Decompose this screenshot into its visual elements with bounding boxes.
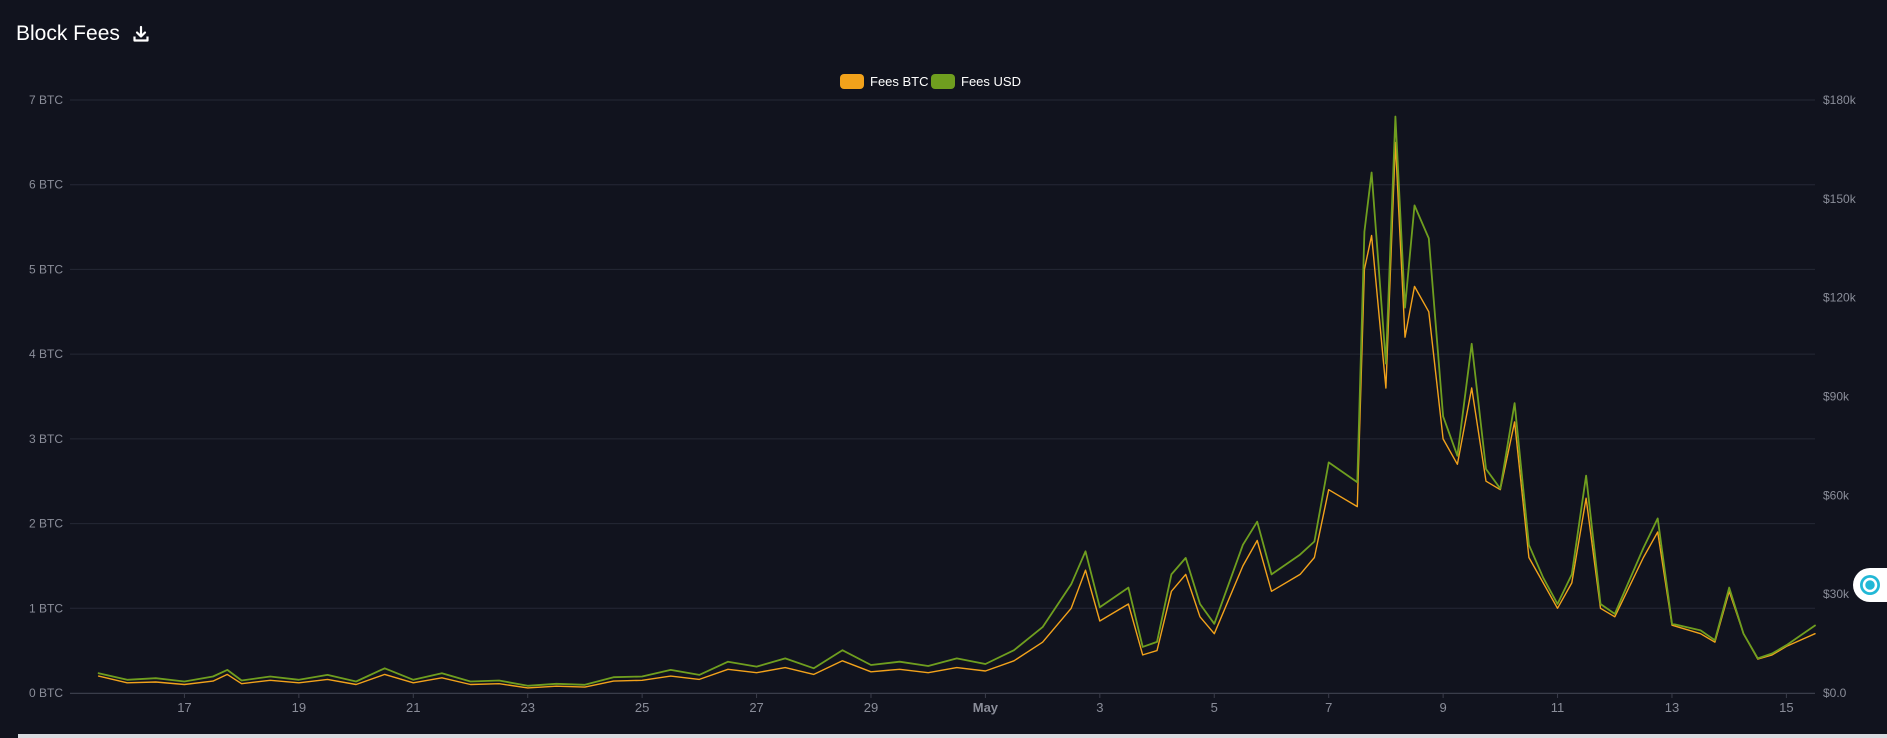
right-y-axis: $0.0 $30k $60k $90k $120k $150k $180k [1823, 93, 1857, 700]
x-tick-label: 25 [635, 700, 649, 715]
x-axis: 17 19 21 23 25 27 29 May 3 5 7 9 11 13 15 [70, 693, 1815, 715]
grid-lines [70, 99, 1815, 694]
right-tick-label: $180k [1823, 93, 1857, 107]
x-tick-label: 7 [1325, 700, 1332, 715]
left-tick-label: 2 BTC [29, 517, 63, 531]
right-tick-label: $90k [1823, 390, 1850, 404]
chart-title: Block Fees [16, 22, 120, 45]
download-icon [133, 25, 149, 42]
x-tick-label: 3 [1096, 700, 1103, 715]
left-tick-label: 0 BTC [29, 686, 63, 700]
x-tick-label: 9 [1439, 700, 1446, 715]
left-tick-label: 7 BTC [29, 93, 63, 107]
left-tick-label: 1 BTC [29, 601, 63, 615]
series-line-fees-btc [97, 141, 1816, 689]
legend-swatch-fees-btc [840, 74, 864, 89]
legend-item-fees-usd[interactable]: Fees USD [931, 74, 1021, 89]
x-tick-label: 13 [1665, 700, 1679, 715]
download-button[interactable] [130, 23, 152, 45]
x-tick-label: 15 [1779, 700, 1793, 715]
left-tick-label: 6 BTC [29, 178, 63, 192]
x-tick-label: 17 [177, 700, 191, 715]
left-y-axis: 0 BTC 1 BTC 2 BTC 3 BTC 4 BTC 5 BTC 6 BTC 7 BTC [29, 93, 63, 700]
chart-legend: Fees BTC Fees USD [840, 74, 1021, 89]
assistant-widget-button[interactable] [1853, 568, 1887, 602]
right-tick-label: $120k [1823, 291, 1857, 305]
x-tick-label: May [973, 700, 999, 715]
x-tick-label: 23 [520, 700, 534, 715]
series-lines [97, 115, 1816, 689]
x-tick-label: 5 [1211, 700, 1218, 715]
legend-label-fees-usd: Fees USD [961, 74, 1021, 89]
x-tick-label: 27 [749, 700, 763, 715]
x-tick-label: 11 [1551, 700, 1565, 715]
right-tick-label: $30k [1823, 587, 1850, 601]
legend-swatch-fees-usd [931, 74, 955, 89]
x-tick-label: 29 [864, 700, 878, 715]
x-tick-label: 21 [406, 700, 420, 715]
series-line-fees-usd [97, 115, 1816, 687]
right-tick-label: $150k [1823, 192, 1857, 206]
x-tick-label: 19 [292, 700, 306, 715]
right-tick-label: $60k [1823, 488, 1850, 502]
assistant-bubble-icon [1860, 575, 1880, 595]
right-tick-label: $0.0 [1823, 686, 1847, 700]
chart-header: Block Fees [16, 20, 152, 48]
left-tick-label: 5 BTC [29, 262, 63, 276]
left-tick-label: 4 BTC [29, 347, 63, 361]
left-tick-label: 3 BTC [29, 432, 63, 446]
legend-label-fees-btc: Fees BTC [870, 74, 929, 89]
horizontal-scrollbar[interactable] [18, 734, 1887, 738]
legend-item-fees-btc[interactable]: Fees BTC [840, 74, 929, 89]
